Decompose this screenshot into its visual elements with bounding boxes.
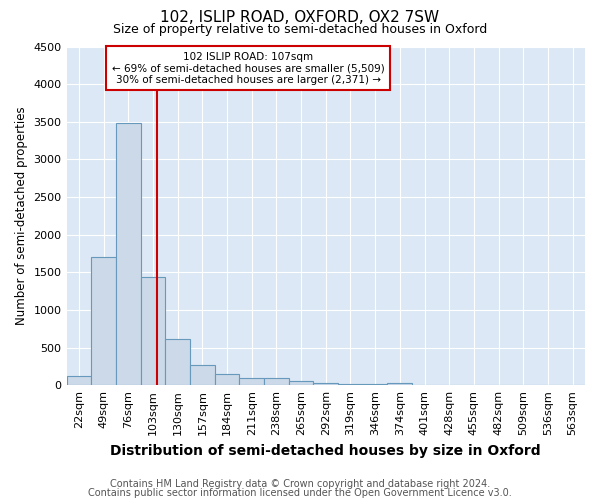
Text: Contains public sector information licensed under the Open Government Licence v3: Contains public sector information licen… [88,488,512,498]
Bar [388,382,412,385]
Bar [67,376,91,385]
Bar [289,381,313,385]
Bar [264,378,289,385]
Text: Contains HM Land Registry data © Crown copyright and database right 2024.: Contains HM Land Registry data © Crown c… [110,479,490,489]
Bar [190,365,215,385]
Bar [91,257,116,385]
Bar [215,374,239,385]
Text: Size of property relative to semi-detached houses in Oxford: Size of property relative to semi-detach… [113,22,487,36]
Bar [338,384,363,385]
Bar [165,340,190,385]
X-axis label: Distribution of semi-detached houses by size in Oxford: Distribution of semi-detached houses by … [110,444,541,458]
Text: 102, ISLIP ROAD, OXFORD, OX2 7SW: 102, ISLIP ROAD, OXFORD, OX2 7SW [160,10,440,25]
Bar [116,124,140,385]
Text: 102 ISLIP ROAD: 107sqm
← 69% of semi-detached houses are smaller (5,509)
30% of : 102 ISLIP ROAD: 107sqm ← 69% of semi-det… [112,52,385,85]
Bar [140,277,165,385]
Y-axis label: Number of semi-detached properties: Number of semi-detached properties [15,106,28,325]
Bar [239,378,264,385]
Bar [313,383,338,385]
Bar [363,384,388,385]
